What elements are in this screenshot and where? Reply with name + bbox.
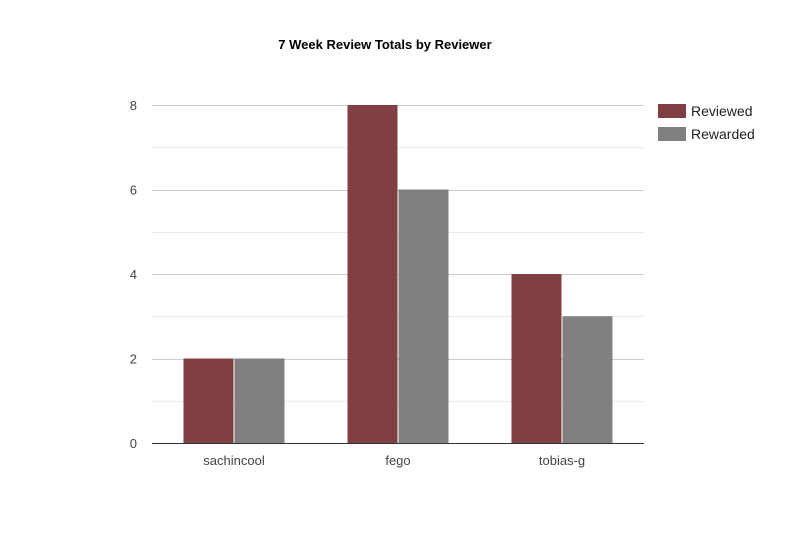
y-tick-label: 6 <box>130 183 137 198</box>
gridlines <box>152 105 644 402</box>
legend-swatch-rewarded <box>658 127 686 141</box>
x-tick-label: fego <box>385 453 410 468</box>
y-axis-ticks: 0 2 4 6 8 <box>130 98 137 451</box>
bars <box>183 105 613 444</box>
x-tick-label: sachincool <box>203 453 265 468</box>
x-axis-ticks: sachincool fego tobias-g <box>203 453 585 468</box>
y-tick-label: 8 <box>130 98 137 113</box>
bar-rewarded-sachincool[interactable] <box>234 358 285 444</box>
y-tick-label: 4 <box>130 267 137 282</box>
y-tick-label: 0 <box>130 436 137 451</box>
legend-swatch-reviewed <box>658 104 686 118</box>
legend: Reviewed Rewarded <box>658 103 755 142</box>
bar-rewarded-tobias-g[interactable] <box>562 316 613 443</box>
chart-title: 7 Week Review Totals by Reviewer <box>278 37 491 52</box>
legend-label-rewarded: Rewarded <box>691 126 755 142</box>
legend-label-reviewed: Reviewed <box>691 103 752 119</box>
bar-reviewed-fego[interactable] <box>347 105 398 443</box>
bar-reviewed-sachincool[interactable] <box>183 358 234 444</box>
y-tick-label: 2 <box>130 352 137 367</box>
bar-rewarded-fego[interactable] <box>398 189 449 444</box>
bar-reviewed-tobias-g[interactable] <box>511 274 562 443</box>
x-tick-label: tobias-g <box>539 453 585 468</box>
